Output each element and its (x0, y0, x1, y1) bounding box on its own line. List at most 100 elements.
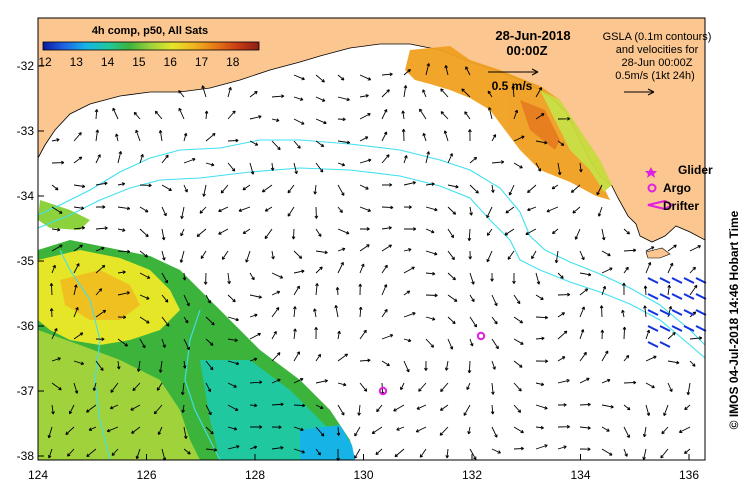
velocity-arrow (51, 404, 55, 415)
velocity-arrow (601, 267, 613, 274)
drifter-track (671, 309, 683, 316)
velocity-arrow (293, 306, 297, 318)
velocity-arrow (557, 403, 567, 407)
velocity-arrow (337, 96, 350, 102)
velocity-arrow (205, 360, 214, 371)
velocity-arrow (183, 132, 188, 142)
velocity-arrow (579, 288, 589, 296)
velocity-arrow (110, 382, 119, 393)
velocity-arrow (359, 184, 369, 190)
velocity-arrow (546, 206, 559, 213)
velocity-arrow (667, 360, 680, 365)
velocity-arrow (579, 272, 592, 277)
velocity-arrow (623, 448, 628, 457)
velocity-arrow (535, 140, 548, 145)
velocity-arrow (178, 90, 185, 98)
y-axis: -32 -33 -34 -35 -36 -37 -38 (17, 59, 44, 463)
velocity-arrow (354, 426, 361, 437)
legend-line-3: 28-Jun 00:00Z (622, 57, 693, 69)
velocity-arrow (180, 206, 185, 220)
velocity-arrow (684, 448, 691, 455)
velocity-arrow (403, 227, 417, 231)
drifter-track (695, 325, 707, 332)
velocity-arrows (47, 63, 707, 461)
velocity-arrow (315, 426, 325, 437)
velocity-arrow (381, 205, 394, 210)
velocity-arrow (381, 334, 394, 340)
velocity-arrow (117, 291, 130, 296)
velocity-arrow (270, 162, 275, 171)
velocity-arrow (130, 404, 141, 411)
velocity-arrow (95, 246, 105, 252)
drifter-track (647, 309, 659, 316)
velocity-arrow (139, 316, 150, 324)
velocity-arrow (359, 206, 371, 212)
velocity-arrow (469, 294, 475, 303)
velocity-arrow (381, 89, 390, 98)
velocity-arrow (287, 184, 295, 194)
velocity-arrow (535, 162, 541, 172)
velocity-arrow (527, 184, 537, 194)
velocity-arrow (153, 404, 163, 415)
velocity-arrow (315, 74, 325, 83)
velocity-arrow (205, 426, 214, 435)
velocity-arrow (557, 445, 567, 450)
velocity-arrow (447, 206, 457, 215)
velocity-arrow (271, 272, 284, 279)
velocity-arrow (73, 382, 79, 394)
legend-line-1: GSLA (0.1m contours) (603, 31, 712, 43)
velocity-arrow (403, 248, 412, 252)
velocity-arrow (623, 404, 631, 411)
velocity-arrow (403, 312, 416, 318)
velocity-arrow (227, 382, 237, 388)
velocity-arrow (95, 154, 101, 164)
velocity-arrow (51, 328, 58, 340)
velocity-arrow (491, 316, 498, 325)
colorbar: 4h comp, p50, All Sats 12 13 14 15 16 17 18 (38, 25, 260, 69)
velocity-arrow (291, 228, 296, 240)
velocity-arrow (111, 448, 119, 456)
velocity-arrow (381, 309, 388, 318)
velocity-arrow (396, 426, 405, 431)
map-date: 28-Jun-2018 (495, 28, 570, 43)
velocity-arrow (227, 444, 240, 450)
velocity-arrow (461, 88, 471, 98)
velocity-arrow (535, 382, 545, 387)
velocity-arrow (139, 272, 151, 279)
velocity-arrow (371, 426, 383, 434)
velocity-arrow (557, 424, 570, 429)
velocity-arrow (440, 88, 449, 98)
velocity-arrow (601, 426, 610, 432)
velocity-arrow (623, 426, 630, 439)
velocity-arrow (667, 262, 674, 274)
velocity-arrow (381, 131, 388, 142)
velocity-arrow (205, 404, 212, 416)
velocity-arrow (139, 228, 149, 238)
velocity-arrow (596, 184, 603, 196)
velocity-arrow (271, 402, 284, 407)
island (645, 247, 671, 259)
velocity-arrow (293, 118, 305, 125)
velocity-arrow (381, 244, 392, 252)
velocity-arrow (249, 140, 259, 146)
drifter-track (683, 325, 695, 332)
colorbar-bar (42, 41, 260, 51)
velocity-arrow (161, 316, 170, 327)
velocity-arrow (337, 140, 351, 145)
velocity-arrow (513, 109, 519, 120)
velocity-arrow (183, 184, 188, 193)
velocity-arrow (49, 283, 54, 296)
velocity-arrow (425, 228, 435, 234)
velocity-arrow (623, 354, 630, 362)
velocity-arrow (161, 154, 169, 164)
velocity-arrow (337, 330, 341, 340)
velocity-arrow (249, 425, 263, 429)
velocity-arrow (337, 74, 345, 81)
legend-line-4: 0.5m/s (1kt 24h) (615, 70, 694, 82)
velocity-arrow (505, 206, 515, 214)
drifter-track (659, 309, 671, 316)
velocity-arrow (249, 272, 255, 281)
velocity-arrow (425, 271, 436, 276)
velocity-arrow (354, 448, 361, 459)
velocity-arrow (504, 228, 515, 236)
